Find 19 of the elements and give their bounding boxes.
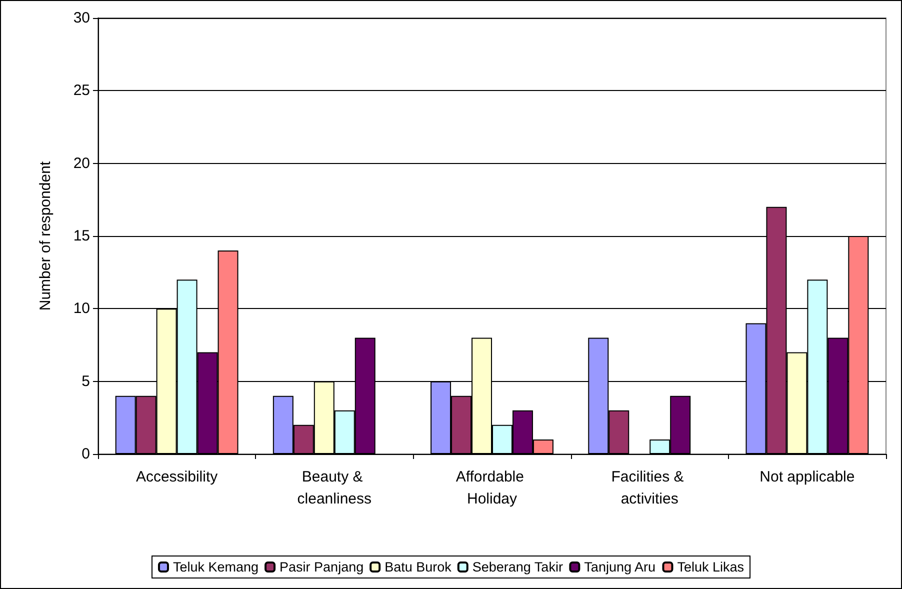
legend-label: Tanjung Aru xyxy=(584,560,656,574)
y-tick-label: 25 xyxy=(73,82,90,100)
x-tick-label: Accessibility xyxy=(136,468,218,486)
x-tick-label: Beauty & cleanliness xyxy=(297,468,372,508)
y-tick-label: 0 xyxy=(82,446,90,462)
legend-label: Batu Burok xyxy=(384,560,452,574)
legend-label: Pasir Panjang xyxy=(280,560,364,574)
y-tick-label: 20 xyxy=(73,154,90,172)
legend-label: Seberang Takir xyxy=(472,560,564,574)
x-tick-label: Facilities & activities xyxy=(611,468,688,508)
legend-label: Teluk Likas xyxy=(677,560,744,574)
y-tick-label: 30 xyxy=(73,10,90,26)
y-tick-label: 5 xyxy=(82,372,90,390)
legend-label: Teluk Kemang xyxy=(172,560,259,574)
y-axis-title: Number of respondent xyxy=(37,160,54,311)
x-tick-label: Not applicable xyxy=(760,468,855,486)
y-tick-label: 10 xyxy=(73,300,90,318)
x-tick-label: Affordable Holiday xyxy=(456,468,528,508)
y-tick-label: 15 xyxy=(73,228,90,244)
